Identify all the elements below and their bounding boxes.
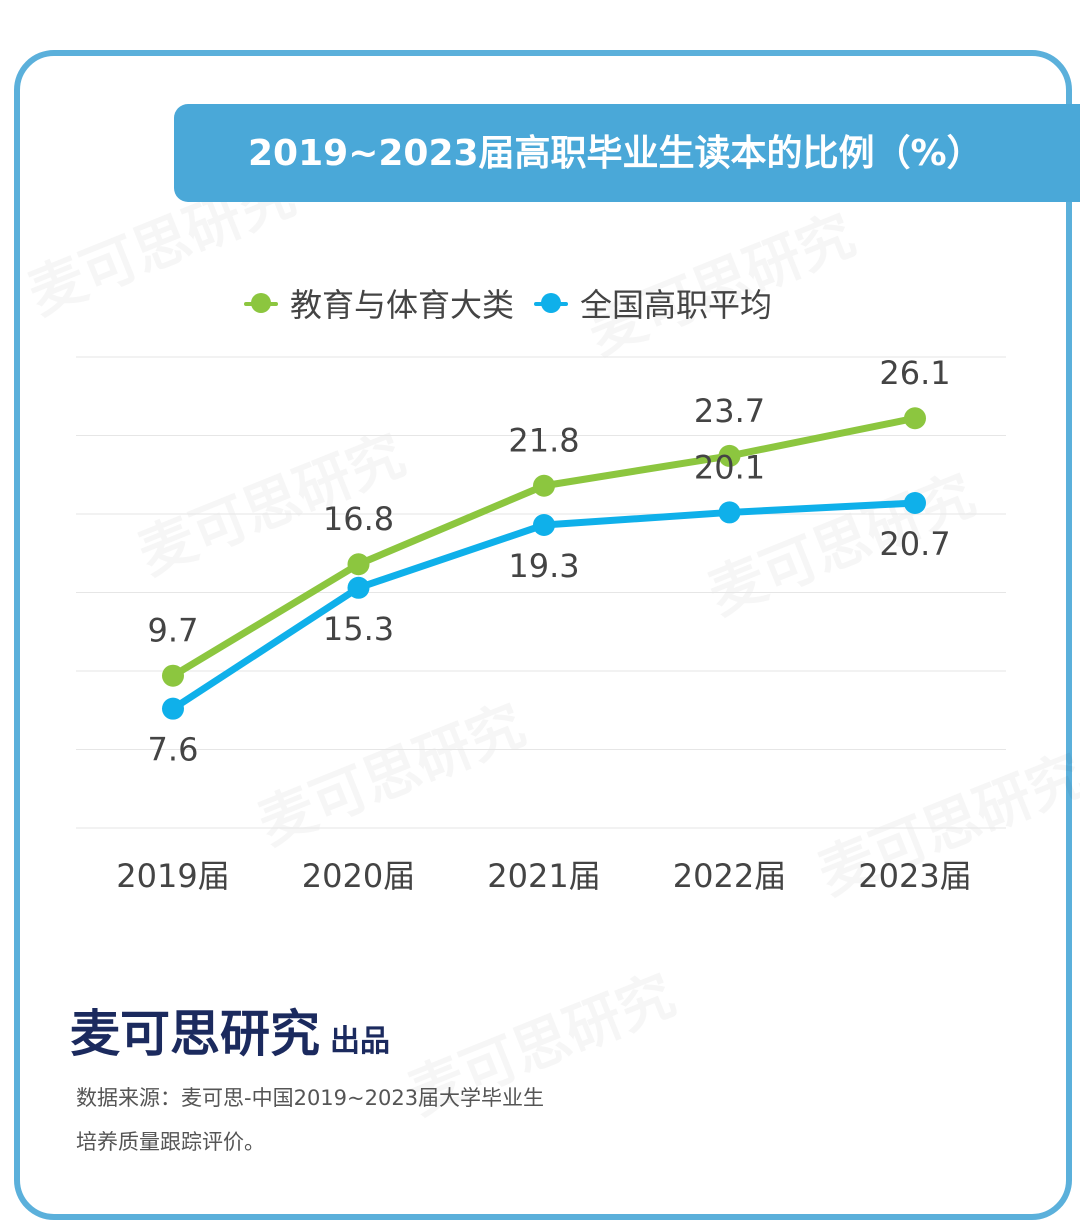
legend-label: 全国高职平均 xyxy=(580,286,773,324)
publisher-name: 麦可思研究 xyxy=(70,1005,320,1063)
x-tick-label: 2021届 xyxy=(487,857,600,895)
publisher-suffix: 出品 xyxy=(330,1024,390,1059)
data-label: 15.3 xyxy=(323,610,394,648)
data-point xyxy=(533,513,555,536)
data-label: 9.7 xyxy=(148,612,199,650)
title-banner xyxy=(174,104,1080,202)
data-source: 数据来源：麦可思-中国2019~2023届大学毕业生 培养质量跟踪评价。 xyxy=(76,1076,544,1164)
legend-marker-blue xyxy=(530,293,572,313)
chart-title: 2019~2023届高职毕业生读本的比例（%） xyxy=(248,133,983,174)
data-label: 16.8 xyxy=(323,500,394,538)
card-frame xyxy=(14,50,1072,1220)
source-line: 培养质量跟踪评价。 xyxy=(76,1130,265,1154)
data-point xyxy=(904,407,926,430)
data-point xyxy=(718,501,741,524)
legend: 教育与体育大类 全国高职平均 xyxy=(240,280,788,326)
legend-item-series-1: 教育与体育大类 xyxy=(240,280,514,326)
x-tick-label: 2023届 xyxy=(858,857,971,895)
data-point xyxy=(162,697,184,720)
source-line: 数据来源：麦可思-中国2019~2023届大学毕业生 xyxy=(76,1086,545,1110)
legend-label: 教育与体育大类 xyxy=(290,286,515,324)
data-point xyxy=(533,474,555,497)
x-tick-label: 2019届 xyxy=(116,857,229,895)
data-point xyxy=(347,576,370,599)
x-tick-label: 2020届 xyxy=(302,857,415,895)
x-tick-label: 2022届 xyxy=(673,857,786,895)
data-label: 7.6 xyxy=(148,731,199,769)
legend-marker-green xyxy=(240,293,282,313)
data-label: 26.1 xyxy=(879,354,950,392)
publisher: 麦可思研究 出品 xyxy=(70,994,390,1066)
data-label: 20.7 xyxy=(879,525,950,563)
data-label: 20.1 xyxy=(694,448,765,486)
legend-item-series-2: 全国高职平均 xyxy=(530,280,772,326)
data-label: 21.8 xyxy=(508,422,579,460)
data-point xyxy=(347,553,370,576)
data-point xyxy=(718,444,741,467)
data-point xyxy=(162,664,184,687)
data-point xyxy=(904,492,926,515)
data-label: 19.3 xyxy=(508,547,579,585)
data-label: 23.7 xyxy=(694,392,765,430)
